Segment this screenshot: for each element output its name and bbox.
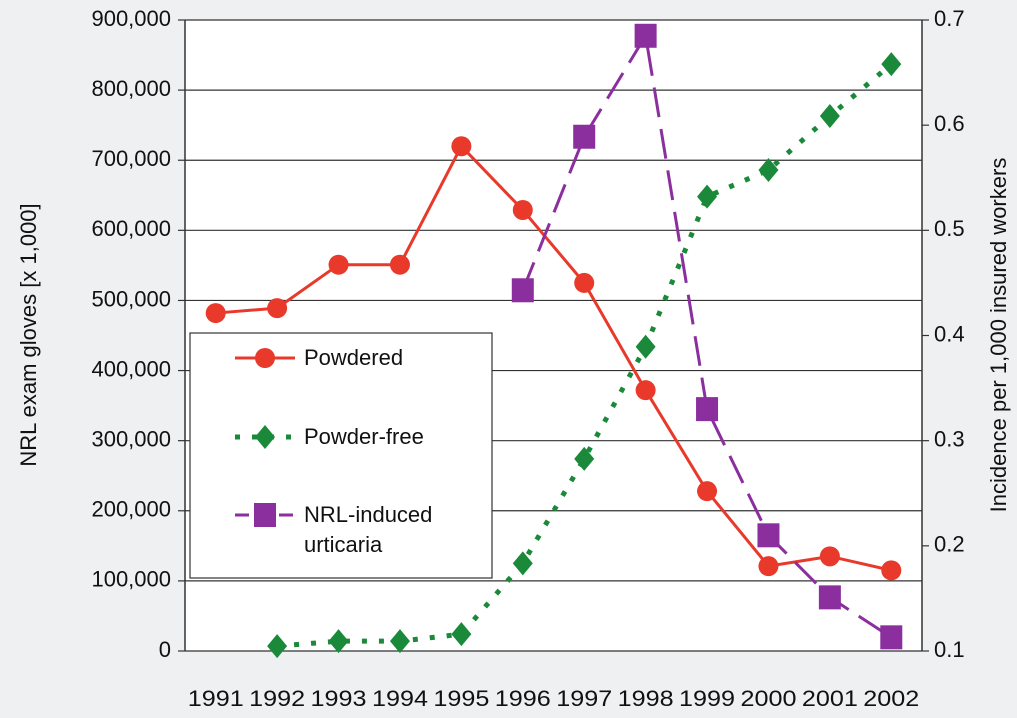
x-tick-label: 1997 [556, 686, 612, 711]
marker [757, 523, 780, 548]
y-axis-title: NRL exam gloves [x 1,000] [16, 203, 41, 466]
y2-tick-label: 0.3 [934, 426, 965, 451]
y-tick-label: 200,000 [91, 497, 171, 522]
marker [328, 254, 349, 275]
y2-tick-label: 0.2 [934, 532, 965, 557]
marker [254, 503, 276, 527]
x-tick-label: 1996 [495, 686, 551, 711]
y-tick-label: 700,000 [91, 146, 171, 171]
marker [635, 380, 656, 401]
x-tick-label: 1995 [433, 686, 489, 711]
x-tick-label: 1998 [618, 686, 674, 711]
y-tick-label: 600,000 [91, 216, 171, 241]
x-tick-label: 2000 [740, 686, 796, 711]
marker [881, 52, 902, 77]
marker [328, 629, 349, 654]
marker [205, 303, 226, 324]
x-tick-label: 1992 [249, 686, 305, 711]
marker [574, 446, 595, 471]
series-line [215, 143, 892, 572]
marker [758, 556, 779, 577]
y2-tick-label: 0.5 [934, 216, 965, 241]
x-tick-label: 2001 [802, 686, 858, 711]
x-tick-label: 1991 [188, 686, 244, 711]
marker [819, 546, 840, 567]
legend-entry [235, 425, 295, 449]
marker [818, 585, 841, 610]
x-tick-label: 1999 [679, 686, 735, 711]
marker [255, 348, 275, 368]
y-tick-label: 400,000 [91, 356, 171, 381]
marker [255, 425, 275, 449]
marker [574, 272, 595, 293]
marker [389, 254, 410, 275]
marker [267, 634, 288, 659]
y-tick-label: 100,000 [91, 567, 171, 592]
legend-box [189, 332, 493, 579]
marker [512, 200, 533, 221]
legend-label: Powdered [304, 345, 404, 370]
marker [451, 622, 472, 647]
marker [512, 551, 533, 576]
marker [389, 629, 410, 654]
y2-tick-label: 0.7 [934, 6, 965, 31]
marker [819, 104, 840, 129]
x-tick-label: 2002 [863, 686, 919, 711]
marker [758, 158, 779, 183]
legend-entry [235, 503, 295, 527]
y-tick-label: 900,000 [91, 6, 171, 31]
marker [881, 560, 902, 581]
legend-label: NRL-induced urticaria [304, 502, 433, 557]
y2-tick-label: 0.1 [934, 637, 965, 662]
marker [573, 124, 596, 149]
y-tick-label: 500,000 [91, 286, 171, 311]
y-tick-label: 300,000 [91, 426, 171, 451]
marker [635, 334, 656, 359]
marker [511, 278, 534, 303]
y-tick-label: 800,000 [91, 76, 171, 101]
marker [697, 184, 718, 209]
marker [634, 23, 657, 48]
legend-label: Powder-free [304, 424, 424, 449]
x-tick-label: 1993 [311, 686, 367, 711]
marker [697, 481, 718, 502]
x-tick-label: 1994 [372, 686, 428, 711]
y2-tick-label: 0.6 [934, 111, 965, 136]
marker [880, 625, 903, 650]
marker [267, 298, 288, 319]
legend-entry [235, 348, 295, 368]
marker [451, 136, 472, 157]
y2-tick-label: 0.4 [934, 321, 965, 346]
y-tick-label: 0 [159, 637, 171, 662]
series-line [276, 62, 893, 649]
y2-axis-title: Incidence per 1,000 insured workers [986, 158, 1011, 513]
marker [696, 397, 719, 422]
